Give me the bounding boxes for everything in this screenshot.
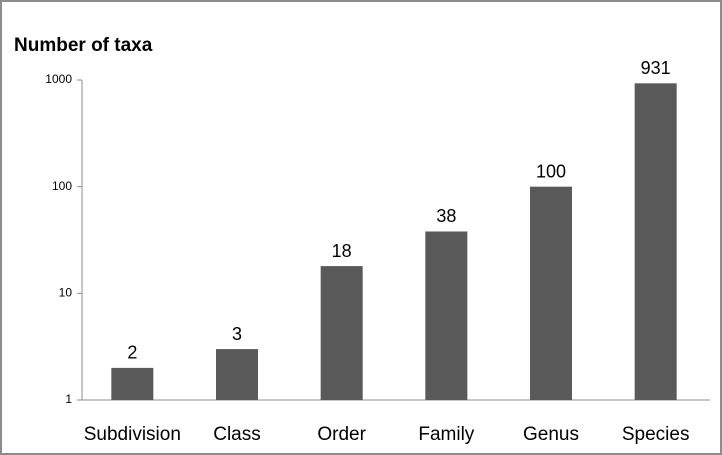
bar [634, 83, 677, 400]
bar [320, 266, 363, 400]
x-tick-label: Subdivision [84, 424, 181, 445]
bar [425, 231, 468, 400]
data-label: 931 [641, 58, 671, 78]
bar [111, 367, 154, 400]
bar [216, 349, 258, 400]
y-tick-label: 1000 [45, 72, 72, 86]
y-tick-label: 10 [59, 286, 73, 300]
data-label: 2 [127, 343, 137, 363]
y-tick-label: 100 [52, 179, 72, 193]
y-tick-label: 1 [65, 392, 72, 406]
data-label: 100 [536, 161, 566, 181]
data-label: 3 [232, 324, 242, 344]
data-label: 38 [436, 206, 456, 226]
x-tick-label: Species [622, 424, 690, 445]
x-tick-label: Family [418, 424, 474, 445]
x-tick-label: Class [213, 424, 261, 445]
chart-title: Number of taxa [14, 35, 153, 56]
data-label: 18 [332, 241, 352, 261]
x-tick-label: Order [317, 424, 366, 445]
bar [530, 186, 572, 400]
x-tick-label: Genus [523, 424, 579, 445]
